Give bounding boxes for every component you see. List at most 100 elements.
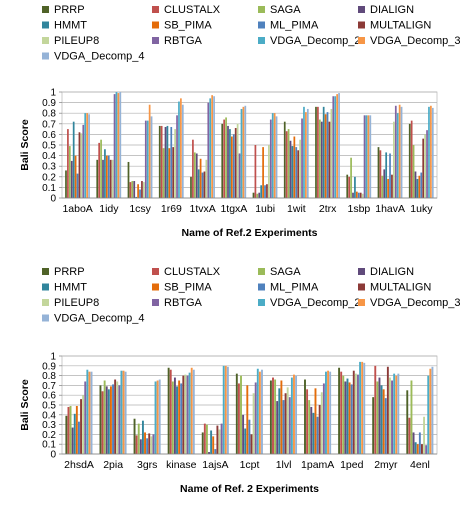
chart-1-bar-1ubi-rbtga xyxy=(269,119,272,198)
chart-1-bar-1tgxa-vdga-decomp-4 xyxy=(244,105,247,198)
chart-1-bar-1wit-multalign xyxy=(297,150,300,198)
chart-1-y-tick-label: 0.4 xyxy=(42,151,56,162)
chart-1-legend-label-vdga-decomp-2: VDGA_Decomp_2 xyxy=(270,35,361,47)
chart-2-bar-4enl-vdga-decomp-2 xyxy=(427,375,430,454)
chart-1-bar-1idy-pileup8 xyxy=(111,159,114,198)
chart-2-bar-2myr-prrp xyxy=(372,397,375,454)
chart-2-bar-2hsda-rbtga xyxy=(84,381,87,454)
chart-1-bar-1tvxa-vdga-decomp-4 xyxy=(213,96,215,198)
chart-1-bar-1tvxa-multalign xyxy=(203,171,206,198)
chart-2-legend-label-ml-pima: ML_PIMA xyxy=(270,282,319,294)
chart-1-bar-1sbp-sb-pima xyxy=(355,191,358,198)
chart-2-legend-swatch-hmmt xyxy=(42,283,49,291)
chart-2-bar-2myr-vdga-decomp-3 xyxy=(395,375,398,454)
chart-1-bar-1idy-rbtga xyxy=(113,94,116,198)
chart-1-bar-1wit-prrp xyxy=(283,121,286,198)
chart-2-bar-4enl-prrp xyxy=(406,390,409,454)
chart-2-bar-1pama-saga xyxy=(308,400,311,454)
chart-1-bar-1tgxa-sb-pima xyxy=(230,136,233,198)
chart-1-bar-1hava-vdga-decomp-2 xyxy=(396,113,399,198)
chart-2-bar-3grs-dialign xyxy=(139,439,142,454)
chart-1-bar-1ubi-multalign xyxy=(266,184,268,198)
chart-2-bar-2pia-saga xyxy=(103,380,106,454)
chart-1-bar-1aboa-multalign xyxy=(78,132,81,198)
chart-1-bar-1hava-clustalx xyxy=(379,150,382,198)
chart-1-x-axis-title: Name of Ref.2 Experiments xyxy=(182,227,318,239)
chart-2-x-tick-label-1pama: 1pamA xyxy=(301,459,334,471)
chart-2-legend-label-vdga-decomp-4: VDGA_Decomp_4 xyxy=(54,313,145,325)
chart-2-bar-2pia-hmmt xyxy=(107,389,110,454)
chart-2-bar-2pia-dialign xyxy=(105,386,108,454)
chart-2-bar-kinase-multalign xyxy=(182,375,185,454)
chart-2-bar-1ped-vdga-decomp-3 xyxy=(361,361,364,454)
chart-2-bar-1cpt-vdga-decomp-4 xyxy=(261,369,263,454)
chart-1-legend-swatch-dialign xyxy=(358,6,365,13)
chart-1-bar-1csy-vdga-decomp-3 xyxy=(148,104,151,198)
chart-1-bar-1tvxa-vdga-decomp-3 xyxy=(211,95,214,198)
chart-1-bar-1r69-hmmt xyxy=(166,125,169,198)
chart-2-bar-1pama-vdga-decomp-3 xyxy=(327,370,330,454)
chart-1-legend-label-hmmt: HMMT xyxy=(54,20,87,32)
chart-2-legend-swatch-clustalx xyxy=(152,268,159,275)
chart-1-bar-1tgxa-dialign xyxy=(227,125,229,198)
chart-2-bar-1ajsa-prrp xyxy=(201,432,204,454)
chart-1-bar-1tvxa-dialign xyxy=(195,153,198,198)
chart-1-bar-1csy-rbtga xyxy=(144,120,147,198)
chart-2-bar-4enl-clustalx xyxy=(408,417,411,454)
chart-1-bar-1hava-saga xyxy=(381,175,384,198)
chart-2-bar-1cpt-pileup8 xyxy=(252,393,255,454)
chart-2-bar-2myr-vdga-decomp-2 xyxy=(393,373,396,454)
chart-1-y-tick-label: 0.3 xyxy=(42,162,56,173)
chart-2-legend: PRRP CLUSTALX SAGA DIALIGN HMMT SB_PIMA ML_PIM… xyxy=(42,266,461,325)
chart-1-bar-2trx-prrp xyxy=(315,106,317,198)
chart-2-bar-1lvl-prrp xyxy=(269,380,272,454)
chart-2-bar-3grs-ml-pima xyxy=(146,438,149,454)
chart-1-bar-1aboa-ml-pima xyxy=(76,173,79,198)
chart-2-bar-1lvl-vdga-decomp-4 xyxy=(295,375,298,454)
chart-1-bar-1sbp-saga xyxy=(350,157,352,198)
chart-2-x-tick-label-1ajsa: 1ajsA xyxy=(202,459,228,471)
chart-1-bar-2trx-vdga-decomp-4 xyxy=(338,93,340,198)
chart-2-bar-1ped-rbtga xyxy=(357,374,359,454)
chart-1-bar-1tvxa-pileup8 xyxy=(205,159,208,198)
chart-1-bar-1r69-vdga-decomp-4 xyxy=(181,104,184,198)
chart-1-bar-1hava-multalign xyxy=(391,174,393,198)
bali-score-chart-top: PRRP CLUSTALX SAGA DIALIGN HMMT SB_PIMA ML_PIM… xyxy=(19,4,461,239)
chart-1-y-tick-label: 0.6 xyxy=(42,130,56,141)
chart-2-bar-kinase-dialign xyxy=(173,377,176,454)
chart-1-bar-1ubi-ml-pima xyxy=(264,185,266,198)
chart-1-legend-swatch-saga xyxy=(258,6,265,13)
chart-1-bar-1aboa-vdga-decomp-2 xyxy=(84,113,87,198)
chart-2-bar-2myr-clustalx xyxy=(374,365,377,454)
chart-2-y-tick-label: 0.8 xyxy=(42,371,56,382)
chart-1-legend-label-dialign: DIALIGN xyxy=(370,4,414,16)
chart-1-bar-1r69-prrp xyxy=(158,125,161,198)
chart-1-bar-1tvxa-clustalx xyxy=(192,139,194,198)
chart-1-y-tick-label: 0.1 xyxy=(42,183,56,194)
chart-2-bar-1cpt-hmmt xyxy=(244,428,247,454)
chart-1-bar-1aboa-rbtga xyxy=(82,124,85,198)
chart-2-legend-label-multalign: MULTALIGN xyxy=(370,282,431,294)
chart-1-bar-1csy-saga xyxy=(131,181,134,198)
chart-2-bar-1ajsa-multalign xyxy=(216,425,219,454)
chart-2-bar-1ped-saga xyxy=(342,375,345,454)
chart-1-bar-1ubi-hmmt xyxy=(260,185,263,198)
chart-1-bar-1uky-dialign xyxy=(414,171,417,198)
chart-2-legend-label-rbtga: RBTGA xyxy=(164,297,203,309)
chart-2-bar-4enl-saga xyxy=(410,380,413,454)
chart-2-legend-swatch-multalign xyxy=(358,283,365,291)
chart-2-bar-3grs-sb-pima xyxy=(144,432,146,454)
chart-2-bar-3grs-multalign xyxy=(148,433,151,454)
chart-1-y-tick-label: 0 xyxy=(50,194,56,205)
chart-2-legend-swatch-saga xyxy=(258,268,265,275)
chart-2-bar-4enl-hmmt xyxy=(414,442,417,454)
chart-2-y-tick-label: 1 xyxy=(50,352,56,363)
chart-1-bar-1idy-sb-pima xyxy=(105,155,108,198)
chart-2-y-tick-label: 0.7 xyxy=(42,381,56,392)
chart-1-bar-1idy-ml-pima xyxy=(107,155,110,198)
chart-2-bar-1lvl-sb-pima xyxy=(280,380,283,454)
chart-2-x-tick-label-2myr: 2myr xyxy=(374,459,398,471)
chart-1-bar-1wit-clustalx xyxy=(285,131,288,198)
chart-2-bar-3grs-rbtga xyxy=(152,434,155,454)
chart-1-bar-1hava-vdga-decomp-3 xyxy=(398,104,401,198)
